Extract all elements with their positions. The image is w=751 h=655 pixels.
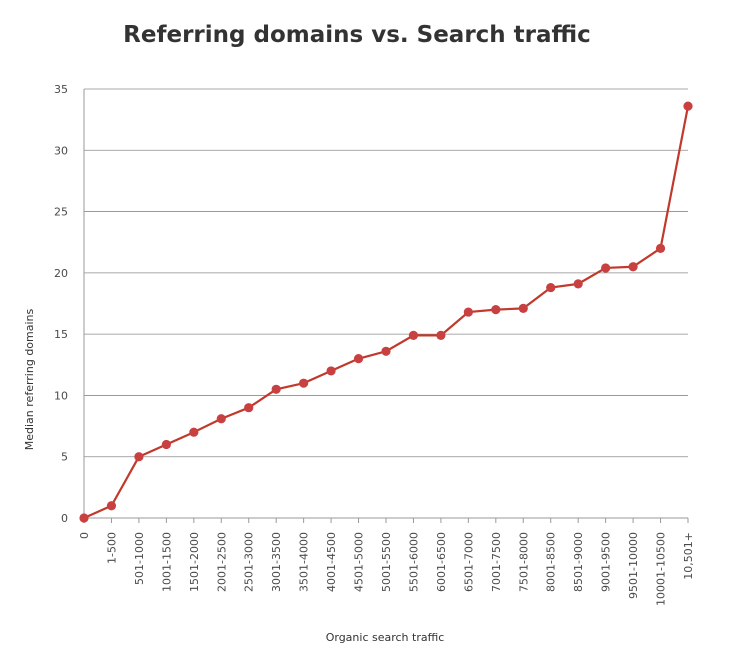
data-point	[106, 501, 117, 511]
x-tick-label: 9001-9500	[600, 532, 613, 592]
data-point	[244, 403, 254, 413]
x-tick-label: 3501-4000	[298, 532, 311, 592]
x-tick-label: 2501-3000	[243, 532, 256, 592]
y-tick-label: 0	[61, 512, 68, 525]
x-tick-label: 7501-8000	[517, 532, 530, 592]
x-tick-label: 10,501+	[682, 532, 695, 580]
x-tick-label: 6501-7000	[462, 532, 475, 592]
y-tick-label: 30	[54, 144, 68, 157]
data-point	[381, 346, 391, 356]
x-axis-title: Organic search traffic	[326, 631, 445, 644]
data-point	[546, 282, 556, 293]
data-point	[189, 427, 199, 437]
data-point	[436, 330, 446, 340]
data-point	[683, 101, 693, 111]
x-tick-labels: 0 1-500 501-1000 1001-1500 1501-2000 2001-250…	[78, 532, 695, 606]
gridlines	[84, 88, 688, 458]
data-point	[518, 303, 528, 314]
x-tick-label: 8001-8500	[545, 532, 558, 592]
data-point	[161, 439, 171, 450]
data-point	[491, 305, 501, 315]
data-point	[299, 378, 309, 388]
data-point	[216, 414, 226, 424]
series-line	[83, 105, 690, 520]
y-tick-label: 15	[54, 328, 68, 341]
x-tick-label: 8501-9000	[572, 532, 585, 592]
y-tick-label: 20	[54, 267, 68, 280]
x-tick-label: 7001-7500	[490, 532, 503, 592]
data-point	[271, 384, 281, 394]
data-point	[353, 354, 364, 364]
x-tick-label: 4001-4500	[325, 532, 338, 592]
data-point	[326, 366, 336, 376]
x-tick-label: 5001-5500	[380, 532, 393, 592]
axes	[83, 89, 689, 523]
data-point	[463, 307, 473, 317]
y-tick-labels: 0 5 10 15 20 25 30 35	[54, 83, 68, 525]
x-tick-label: 3001-3500	[270, 532, 283, 592]
data-point	[79, 513, 89, 523]
data-point	[134, 452, 144, 462]
y-tick-label: 10	[54, 389, 68, 402]
x-tick-label: 1001-1500	[160, 532, 173, 592]
x-tick-label: 1501-2000	[188, 532, 201, 592]
data-point	[573, 279, 583, 289]
y-tick-label: 35	[54, 83, 68, 96]
x-tick-label: 5501-6000	[407, 532, 420, 592]
x-tick-label: 501-1000	[133, 532, 146, 585]
x-tick-label: 10001-10500	[655, 532, 668, 606]
y-tick-label: 25	[54, 206, 68, 219]
x-tick-label: 0	[78, 532, 91, 539]
data-series	[79, 101, 693, 523]
x-tick-label: 2001-2500	[215, 532, 228, 592]
y-tick-label: 5	[61, 451, 68, 464]
data-point	[655, 243, 666, 253]
x-tick-label: 1-500	[105, 532, 118, 564]
data-point	[408, 330, 419, 340]
data-point	[601, 263, 611, 273]
chart-title: Referring domains vs. Search traffic	[123, 22, 591, 48]
x-tick-label: 6001-6500	[435, 532, 448, 592]
x-tick-label: 4501-5000	[353, 532, 366, 592]
x-tick-label: 9501-10000	[627, 532, 640, 599]
data-point	[628, 262, 638, 272]
y-axis-title: Median referring domains	[23, 308, 36, 450]
